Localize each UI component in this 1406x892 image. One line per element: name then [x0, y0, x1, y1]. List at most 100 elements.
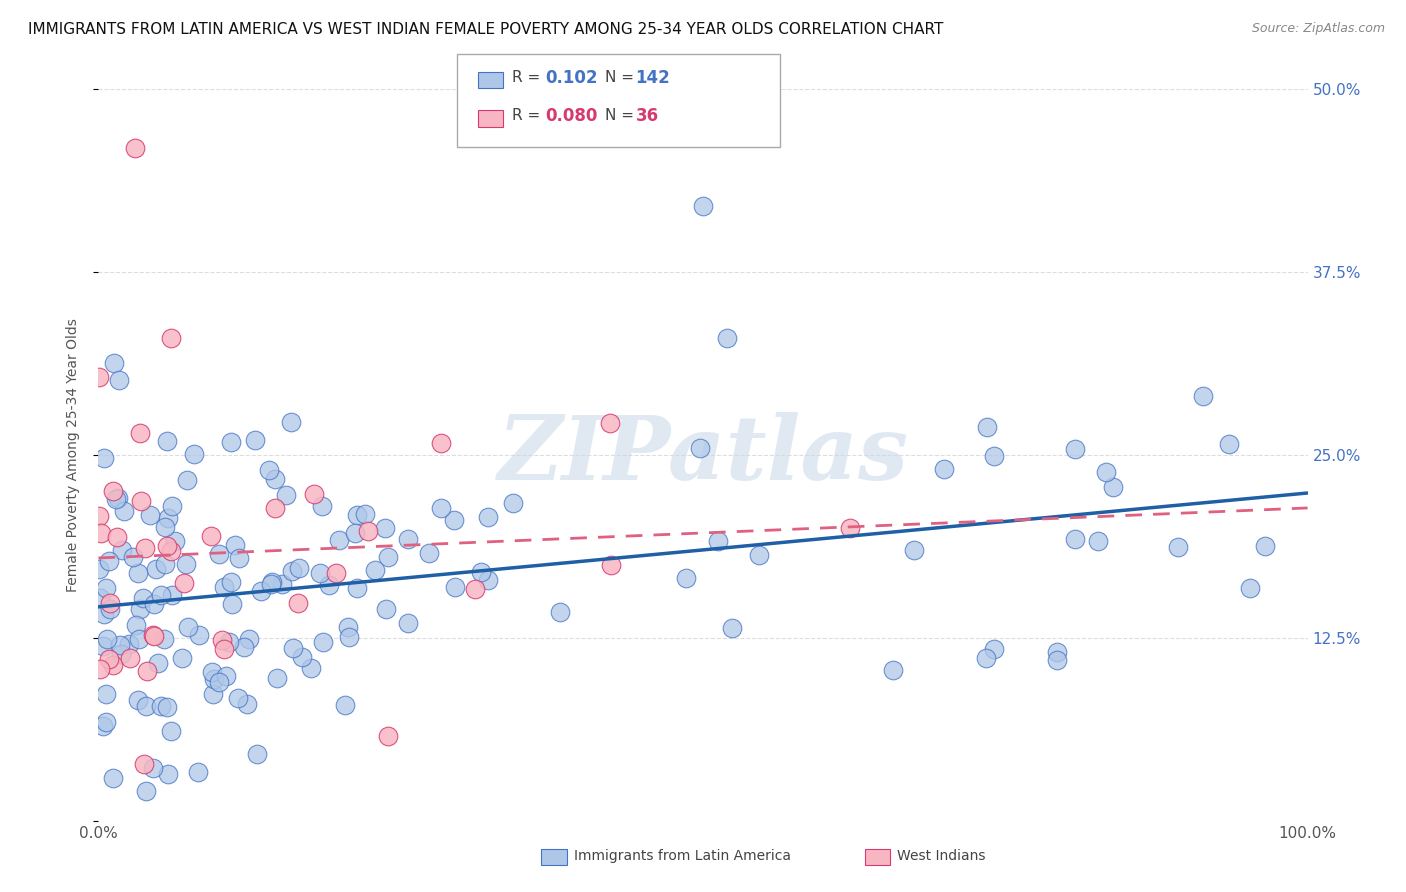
Point — [103, 356, 125, 370]
Point — [1218, 437, 1240, 451]
Point — [221, 598, 243, 612]
Text: 142: 142 — [636, 69, 671, 87]
Point — [281, 564, 304, 578]
Point — [1192, 389, 1215, 403]
Text: N =: N = — [605, 70, 638, 85]
Point — [336, 620, 359, 634]
Point — [599, 416, 621, 430]
Point — [1094, 465, 1116, 479]
Point — [155, 540, 177, 554]
Point — [418, 546, 440, 560]
Point — [187, 627, 209, 641]
Point — [128, 632, 150, 646]
Point — [156, 434, 179, 449]
Point — [87, 370, 110, 384]
Point — [125, 618, 148, 632]
Point — [153, 520, 176, 534]
Point — [260, 574, 283, 589]
Point — [325, 566, 347, 580]
Text: IMMIGRANTS FROM LATIN AMERICA VS WEST INDIAN FEMALE POVERTY AMONG 25-34 YEAR OLD: IMMIGRANTS FROM LATIN AMERICA VS WEST IN… — [28, 22, 943, 37]
Point — [444, 580, 467, 594]
Point — [1046, 653, 1069, 667]
Point — [259, 576, 281, 591]
Point — [443, 513, 465, 527]
Point — [1064, 442, 1087, 456]
Point — [337, 630, 360, 644]
Point — [91, 719, 114, 733]
Point — [142, 597, 165, 611]
Point — [91, 639, 114, 653]
Point — [983, 642, 1005, 657]
Point — [177, 620, 200, 634]
Point — [1064, 533, 1087, 547]
Point — [98, 596, 121, 610]
Point — [170, 651, 193, 665]
Point — [264, 500, 287, 515]
Point — [1087, 534, 1109, 549]
Point — [600, 558, 623, 572]
Point — [281, 640, 304, 655]
Point — [153, 557, 176, 571]
Point — [105, 530, 128, 544]
Point — [976, 420, 998, 434]
Point — [221, 574, 243, 589]
Point — [219, 434, 242, 449]
Point — [1167, 540, 1189, 554]
Point — [882, 663, 904, 677]
Point — [135, 699, 157, 714]
Point — [89, 591, 111, 606]
Point — [136, 664, 159, 678]
Point — [675, 571, 697, 585]
Point — [224, 538, 246, 552]
Point — [1254, 539, 1277, 553]
Point — [200, 529, 222, 543]
Point — [160, 500, 183, 514]
Point — [208, 548, 231, 562]
Point — [142, 628, 165, 642]
Point — [94, 687, 117, 701]
Point — [208, 674, 231, 689]
Point — [430, 500, 453, 515]
Point — [692, 199, 714, 213]
Point — [135, 784, 157, 798]
Point — [291, 649, 314, 664]
Point — [276, 487, 298, 501]
Point — [142, 629, 165, 643]
Point — [124, 141, 146, 155]
Point — [983, 449, 1005, 463]
Point — [142, 761, 165, 775]
Point — [93, 451, 115, 466]
Point — [108, 638, 131, 652]
Point — [98, 652, 121, 666]
Text: 0.080: 0.080 — [546, 107, 598, 125]
Text: N =: N = — [605, 109, 638, 123]
Point — [100, 602, 122, 616]
Point — [318, 578, 340, 592]
Point — [287, 596, 309, 610]
Point — [477, 573, 499, 587]
Point — [118, 637, 141, 651]
Point — [159, 544, 181, 558]
Point — [118, 650, 141, 665]
Point — [1046, 645, 1069, 659]
Point — [131, 493, 153, 508]
Point — [346, 581, 368, 595]
Point — [974, 651, 997, 665]
Point — [107, 491, 129, 506]
Point — [94, 581, 117, 595]
Point — [132, 756, 155, 771]
Point — [201, 687, 224, 701]
Point — [211, 632, 233, 647]
Text: ZIPatlas: ZIPatlas — [498, 412, 908, 498]
Point — [839, 520, 862, 534]
Point — [94, 714, 117, 729]
Point — [477, 509, 499, 524]
Point — [103, 483, 125, 498]
Point — [163, 533, 186, 548]
Point — [1239, 582, 1261, 596]
Point — [212, 642, 235, 657]
Point — [105, 491, 128, 506]
Point — [129, 425, 152, 440]
Point — [149, 698, 172, 713]
Point — [145, 562, 167, 576]
